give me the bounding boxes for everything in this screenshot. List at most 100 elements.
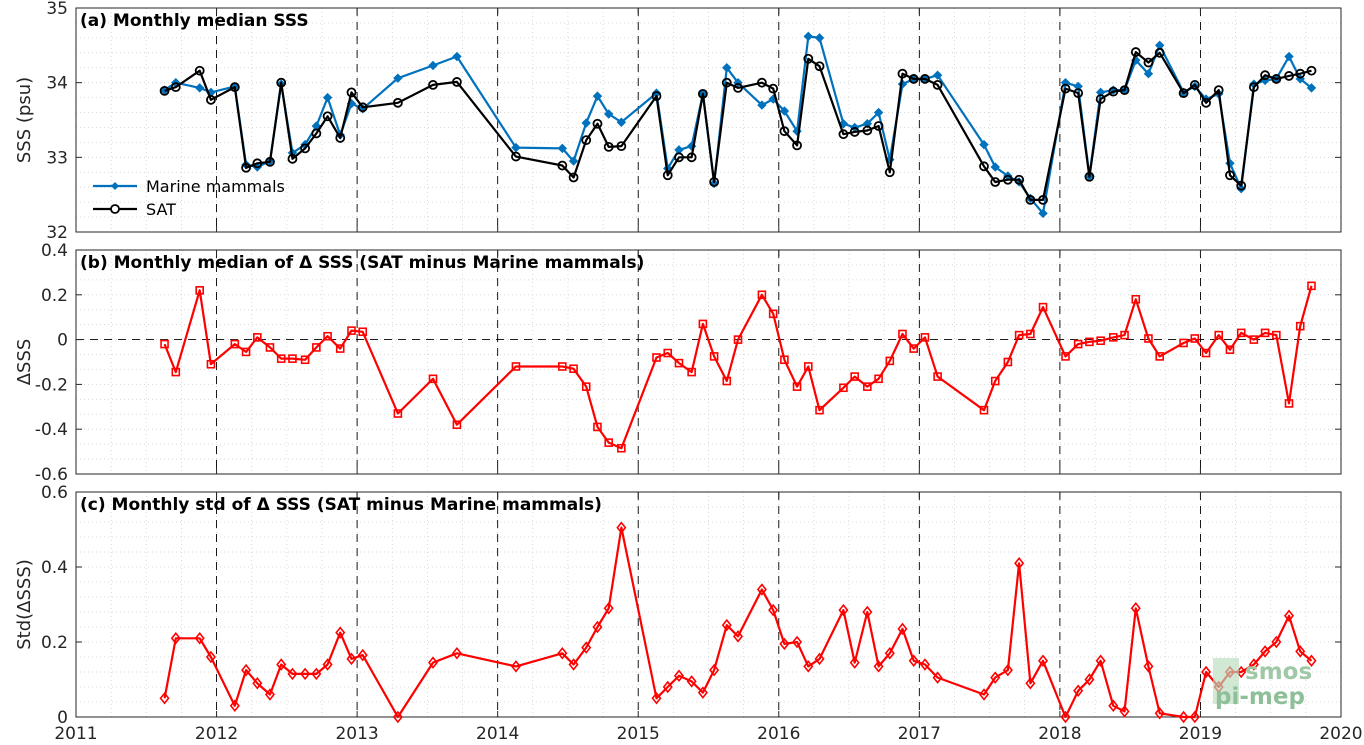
panel-c: 0 0.2 0.4 0.6 2011 2012 2013 2014 2015 2016 2017 20…	[14, 483, 1363, 744]
data-point	[159, 691, 170, 705]
data-point	[1248, 658, 1259, 671]
data-point	[1130, 47, 1141, 57]
data-point	[592, 91, 603, 101]
data-point	[674, 358, 684, 368]
data-point	[884, 167, 895, 178]
data-point	[662, 680, 673, 694]
data-point	[557, 646, 568, 660]
data-point	[1214, 330, 1224, 340]
data-point	[581, 118, 591, 128]
data-point	[392, 710, 403, 724]
panel-b: -0.6 -0.4 -0.2 0 0.2 0.4 ΔSSS (b) Monthly media…	[14, 241, 1342, 485]
data-point	[733, 82, 743, 93]
data-point	[452, 51, 462, 62]
data-point	[276, 354, 286, 363]
data-point	[311, 667, 322, 681]
data-point	[687, 367, 696, 377]
data-point	[1284, 71, 1294, 81]
data-point	[673, 669, 685, 683]
data-point	[873, 660, 884, 673]
y-tick-label: -0.4	[35, 420, 68, 440]
data-point	[311, 128, 322, 139]
data-point	[1225, 170, 1235, 181]
data-point	[920, 74, 930, 84]
data-point	[979, 139, 989, 150]
data-point	[603, 141, 614, 152]
series-line	[163, 526, 1313, 719]
data-point	[427, 656, 439, 669]
data-point	[1073, 81, 1083, 92]
data-point	[346, 652, 357, 666]
panel-title: (a) Monthly median SSS	[80, 11, 309, 31]
data-point	[253, 333, 262, 342]
data-point	[1271, 635, 1282, 649]
data-point	[581, 382, 591, 391]
data-point	[1037, 654, 1049, 668]
data-point	[862, 125, 873, 136]
data-point	[814, 61, 825, 72]
watermark-line1: smos	[1245, 659, 1312, 685]
data-point	[392, 97, 403, 108]
data-point	[170, 82, 181, 93]
data-point	[1306, 83, 1317, 93]
data-point	[1306, 654, 1317, 668]
data-point	[357, 648, 368, 662]
data-point	[1295, 68, 1306, 79]
x-tick-label: 2011	[54, 724, 97, 744]
data-point	[686, 675, 697, 688]
data-point	[1190, 334, 1200, 343]
data-point	[1295, 321, 1305, 331]
data-point	[170, 631, 181, 645]
data-point	[884, 646, 895, 660]
data-point	[1236, 180, 1247, 191]
data-point	[1178, 710, 1189, 724]
data-point	[1236, 183, 1246, 194]
x-tick-label: 2014	[476, 724, 519, 744]
x-tick-label: 2020	[1319, 724, 1362, 744]
data-point	[780, 355, 789, 365]
data-point	[593, 422, 602, 432]
data-point	[874, 374, 883, 384]
data-point	[1073, 684, 1084, 698]
data-point	[229, 82, 240, 93]
data-point	[1014, 330, 1024, 340]
data-point	[160, 339, 169, 349]
data-point	[838, 119, 849, 129]
data-point	[732, 630, 744, 643]
data-point	[1025, 676, 1036, 690]
y-tick-label: -0.6	[35, 465, 68, 485]
data-point	[347, 326, 356, 335]
legend-label: SAT	[146, 200, 176, 219]
data-point	[838, 129, 849, 140]
data-point	[206, 359, 216, 369]
data-point	[265, 156, 275, 167]
data-point	[241, 663, 252, 677]
data-point	[908, 654, 919, 668]
data-point	[979, 161, 989, 172]
panel-a: 32 33 34 35 SSS (psu) (a) Monthly median SSS M…	[14, 0, 1342, 243]
data-point	[1178, 88, 1189, 99]
data-point	[1213, 85, 1224, 96]
axes-box	[75, 491, 1342, 718]
data-point	[709, 178, 719, 189]
data-point	[592, 118, 603, 129]
data-point	[722, 63, 732, 73]
x-tick-label: 2017	[898, 724, 941, 744]
data-point	[252, 158, 263, 169]
data-point	[779, 106, 790, 116]
data-point	[979, 405, 989, 415]
data-point	[252, 676, 263, 690]
legend-marker	[111, 182, 119, 190]
data-point	[276, 77, 287, 88]
data-point	[1249, 335, 1259, 344]
data-point	[721, 618, 732, 632]
data-point	[757, 290, 767, 300]
data-point	[909, 344, 919, 353]
data-point	[428, 374, 438, 384]
data-point	[452, 77, 462, 87]
data-point	[1189, 80, 1200, 90]
data-point	[581, 641, 592, 654]
data-point	[1108, 699, 1119, 713]
legend: Marine mammals SAT	[93, 177, 285, 219]
